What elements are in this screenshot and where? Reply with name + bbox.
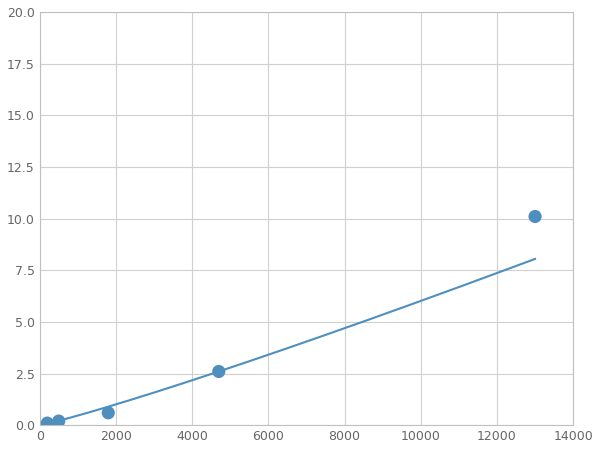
- Point: [103, 409, 113, 416]
- Point: [43, 419, 52, 427]
- Point: [54, 418, 64, 425]
- Point: [530, 213, 540, 220]
- Point: [214, 368, 224, 375]
